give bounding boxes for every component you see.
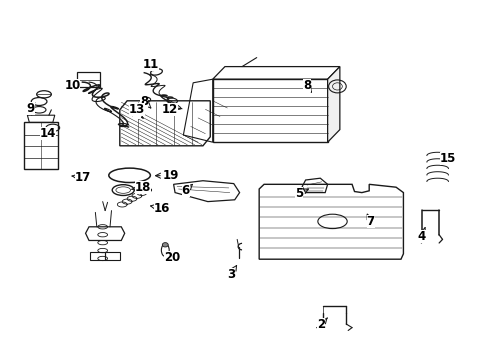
Text: 9: 9 xyxy=(27,102,35,114)
Text: 4: 4 xyxy=(417,228,425,243)
Text: 17: 17 xyxy=(72,171,91,184)
Polygon shape xyxy=(212,67,339,79)
Text: 5: 5 xyxy=(295,187,308,200)
Text: 8: 8 xyxy=(140,95,150,108)
Text: 6: 6 xyxy=(182,184,192,197)
Text: 16: 16 xyxy=(150,202,170,215)
Text: 10: 10 xyxy=(64,79,81,92)
Text: 8: 8 xyxy=(303,79,311,92)
Text: 2: 2 xyxy=(317,318,326,331)
Text: 12: 12 xyxy=(162,103,178,116)
Circle shape xyxy=(162,243,168,247)
Text: 20: 20 xyxy=(163,251,180,264)
Text: 13: 13 xyxy=(128,103,145,116)
Text: 14: 14 xyxy=(40,127,56,140)
Text: 19: 19 xyxy=(155,169,179,182)
Polygon shape xyxy=(327,67,339,142)
Text: 15: 15 xyxy=(439,152,455,165)
Text: 1: 1 xyxy=(133,106,143,119)
Text: 3: 3 xyxy=(226,265,236,281)
Text: 11: 11 xyxy=(142,58,159,71)
Text: 7: 7 xyxy=(366,214,374,228)
Text: 18: 18 xyxy=(131,181,151,194)
